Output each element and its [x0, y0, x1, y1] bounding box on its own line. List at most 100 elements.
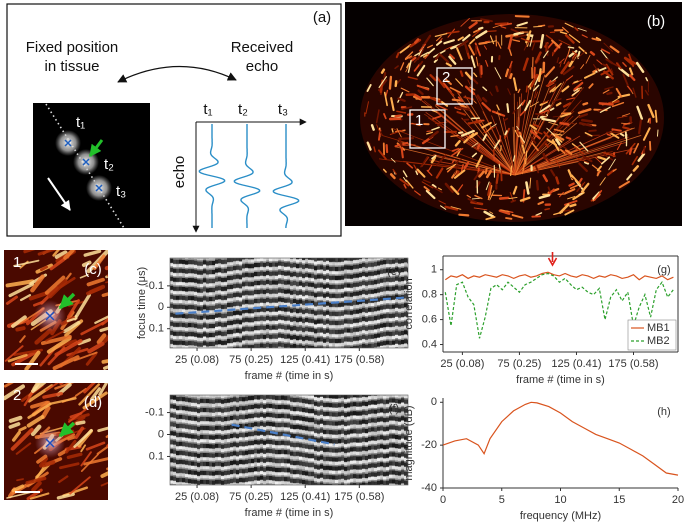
panel-label: (e) — [387, 266, 400, 278]
vessel — [573, 88, 579, 92]
vessel — [73, 293, 91, 321]
stripe — [266, 258, 270, 261]
stripe — [257, 417, 261, 421]
stripe — [182, 368, 185, 372]
stripe — [341, 342, 345, 346]
stripe — [305, 241, 308, 244]
stripe — [302, 327, 306, 332]
stripe — [404, 267, 408, 272]
stripe — [185, 474, 189, 478]
stripe — [275, 245, 278, 249]
stripe — [395, 362, 398, 365]
stripe — [236, 315, 240, 319]
stripe — [269, 330, 273, 334]
stripe — [251, 336, 255, 341]
vessel — [564, 34, 575, 44]
stripe — [215, 372, 218, 375]
vessel — [497, 41, 502, 49]
stripe — [398, 354, 401, 357]
stripe — [317, 323, 321, 327]
stripe — [230, 284, 234, 289]
stripe — [230, 433, 234, 438]
stripe — [194, 448, 198, 452]
stripe — [224, 466, 228, 470]
stripe — [335, 334, 339, 338]
vessel — [492, 24, 503, 29]
stripe — [170, 426, 174, 430]
stripe — [386, 258, 390, 259]
stripe — [398, 317, 402, 321]
vessel — [4, 383, 14, 388]
stripe — [401, 245, 404, 248]
stripe — [209, 274, 213, 278]
vessel — [390, 97, 395, 112]
vessel — [65, 439, 77, 454]
stripe — [227, 366, 230, 370]
stripe — [218, 403, 222, 407]
vessel — [78, 383, 100, 406]
stripe — [197, 444, 201, 449]
stripe — [269, 403, 273, 408]
region-label: 1 — [13, 254, 21, 271]
stripe — [362, 271, 366, 276]
stripe — [332, 289, 336, 293]
stripe — [371, 280, 375, 285]
stripe — [320, 319, 324, 324]
stripe — [308, 269, 312, 273]
stripe — [404, 271, 408, 275]
vessel — [621, 113, 631, 117]
stripe — [368, 312, 372, 316]
stripe — [215, 304, 219, 309]
vessel — [413, 56, 421, 63]
vessel — [609, 61, 619, 67]
stripe — [281, 239, 284, 242]
stripe — [350, 333, 354, 337]
vessel — [591, 37, 600, 42]
stripe — [389, 273, 393, 277]
stripe — [206, 337, 210, 341]
stripe — [245, 464, 249, 468]
stripe — [389, 291, 393, 295]
echo-wave — [233, 124, 261, 228]
stripe — [305, 290, 309, 295]
stripe — [239, 410, 243, 414]
stripe — [239, 284, 243, 289]
stripe — [266, 439, 270, 444]
vessel — [521, 144, 526, 154]
vessel — [416, 168, 426, 178]
stripe — [212, 260, 216, 265]
stripe — [173, 449, 177, 454]
stripe — [269, 412, 273, 417]
stripe — [404, 334, 408, 338]
stripe — [224, 475, 228, 479]
stripe — [386, 264, 390, 268]
stripe — [374, 338, 378, 342]
stripe — [212, 395, 216, 398]
stripe — [311, 242, 314, 245]
stripe — [317, 292, 321, 297]
stripe — [203, 385, 206, 388]
stripe — [278, 441, 282, 446]
stripe — [296, 465, 300, 469]
stripe — [176, 478, 180, 483]
vessel — [380, 68, 386, 74]
stripe — [188, 465, 192, 469]
stripe — [338, 347, 342, 348]
stripe — [176, 482, 180, 485]
stripe — [287, 284, 291, 288]
stripe — [269, 475, 273, 480]
stripe — [356, 368, 359, 371]
stripe — [275, 348, 278, 351]
vessel — [26, 415, 45, 428]
stripe — [290, 317, 294, 322]
stripe — [323, 258, 327, 262]
vessel — [435, 53, 441, 60]
stripe — [197, 374, 200, 377]
stripe — [281, 338, 285, 342]
vessel — [462, 33, 471, 42]
stripe — [281, 431, 285, 436]
stripe — [224, 421, 228, 425]
stripe — [344, 337, 348, 342]
stripe — [299, 263, 303, 268]
stripe — [203, 443, 207, 448]
